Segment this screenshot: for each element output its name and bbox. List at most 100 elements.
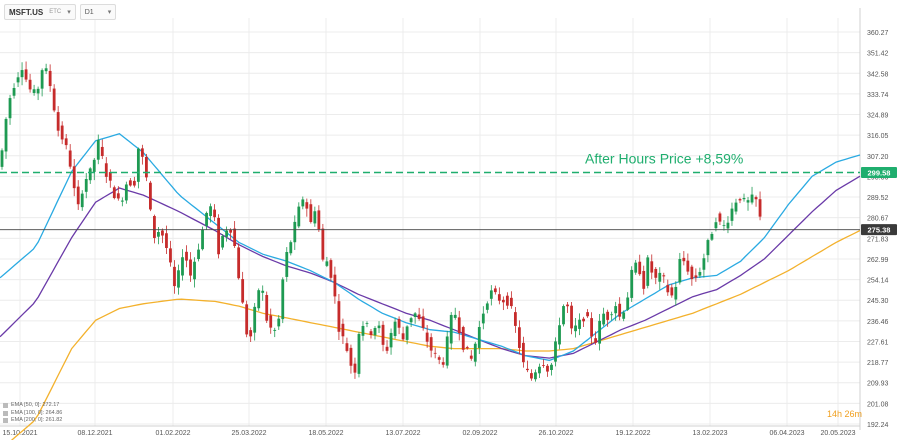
candle-body xyxy=(542,365,545,366)
candle-body xyxy=(750,194,754,203)
candle-body xyxy=(157,231,160,237)
candle-body xyxy=(682,257,686,262)
candle-body xyxy=(161,230,164,236)
candle xyxy=(738,197,742,204)
candle xyxy=(104,157,108,183)
candle-body xyxy=(132,180,136,186)
candle-countdown: 14h 26m xyxy=(826,409,862,419)
candle xyxy=(706,238,710,263)
candle xyxy=(120,197,124,207)
candle xyxy=(140,144,144,165)
candle xyxy=(570,301,573,335)
candle-body xyxy=(449,314,453,344)
candle-body xyxy=(333,274,337,297)
candle xyxy=(481,306,485,330)
candle xyxy=(169,240,172,267)
x-axis: 15.10.2021 08.12.2021 01.02.2022 25.03.2022… xyxy=(0,425,860,437)
candle xyxy=(401,326,405,342)
horizontal-lines: After Hours Price +8,59% xyxy=(0,150,860,231)
x-tick-label: 01.02.2022 xyxy=(155,430,190,437)
candle-body xyxy=(546,365,549,372)
candle-body xyxy=(233,228,237,247)
symbol-selector[interactable]: MSFT.US ETC ▾ xyxy=(4,4,76,20)
legend-item[interactable]: EMA [200, 0]: 261.82 xyxy=(3,417,62,425)
candle xyxy=(437,355,441,365)
candle xyxy=(217,214,220,259)
candle xyxy=(449,312,453,350)
candle-body xyxy=(678,259,682,283)
candle xyxy=(489,285,493,306)
candle-body xyxy=(417,314,421,319)
chart-toolbar: MSFT.US ETC ▾ D1 ▾ xyxy=(4,4,117,20)
candle-body xyxy=(209,206,212,217)
candle xyxy=(201,226,204,251)
candle xyxy=(526,360,529,373)
candle xyxy=(16,72,20,88)
candle xyxy=(8,94,12,125)
candle xyxy=(630,266,634,302)
candle xyxy=(173,260,176,294)
candle-body xyxy=(489,290,493,299)
x-tick-label: 08.12.2021 xyxy=(77,430,112,437)
candle xyxy=(542,359,545,368)
legend-item[interactable]: EMA [50, 0]: 272.17 xyxy=(3,402,62,410)
candle xyxy=(329,258,333,282)
candle-body xyxy=(341,323,345,337)
candle-body xyxy=(686,260,690,272)
candle xyxy=(421,308,425,331)
candle xyxy=(177,264,180,295)
candle-body xyxy=(88,168,92,181)
candle-body xyxy=(505,295,509,306)
candle xyxy=(265,291,269,324)
legend-item[interactable]: EMA [100, 0]: 264.86 xyxy=(3,410,62,418)
candle-body xyxy=(634,262,638,273)
candle-body xyxy=(638,261,642,275)
candle-body xyxy=(465,347,469,349)
candle-body xyxy=(165,233,168,249)
candle xyxy=(144,153,148,182)
candle xyxy=(333,266,337,304)
candle-body xyxy=(594,338,598,343)
candle-body xyxy=(441,362,445,365)
candle xyxy=(20,62,24,86)
candle-body xyxy=(112,187,116,199)
candle xyxy=(534,369,537,382)
candle xyxy=(161,228,164,244)
candle xyxy=(317,205,321,232)
candle xyxy=(361,321,365,341)
candle-body xyxy=(493,288,497,293)
timeframe-label: D1 xyxy=(84,8,94,16)
y-tick-label: 271.83 xyxy=(867,236,889,243)
candle-body xyxy=(626,297,630,310)
candle-body xyxy=(578,319,581,329)
ema200-line xyxy=(5,229,861,445)
candle-body xyxy=(108,172,112,181)
candle-body xyxy=(329,260,333,278)
candle-body xyxy=(241,279,245,303)
candle-body xyxy=(481,313,485,324)
candle xyxy=(726,216,730,234)
candle-body xyxy=(413,313,417,318)
after-hours-annotation: After Hours Price +8,59% xyxy=(585,150,743,166)
candle xyxy=(530,369,533,381)
candle xyxy=(44,63,48,75)
candle xyxy=(293,215,297,250)
candle xyxy=(538,363,541,378)
timeframe-selector[interactable]: D1 ▾ xyxy=(79,4,117,20)
candle-body xyxy=(273,329,277,331)
x-tick-label: 18.05.2022 xyxy=(308,430,343,437)
price-tag-label: 275.38 xyxy=(868,226,891,235)
y-tick-label: 280.67 xyxy=(867,216,889,223)
chevron-down-icon: ▾ xyxy=(67,9,71,16)
candle-body xyxy=(558,325,561,345)
candle xyxy=(413,312,417,324)
x-tick-label: 02.09.2022 xyxy=(462,430,497,437)
candle xyxy=(650,254,654,280)
candle xyxy=(618,297,622,321)
candle xyxy=(754,195,758,207)
candle-body xyxy=(237,247,241,279)
candle xyxy=(634,259,638,275)
candle-body xyxy=(92,159,96,172)
